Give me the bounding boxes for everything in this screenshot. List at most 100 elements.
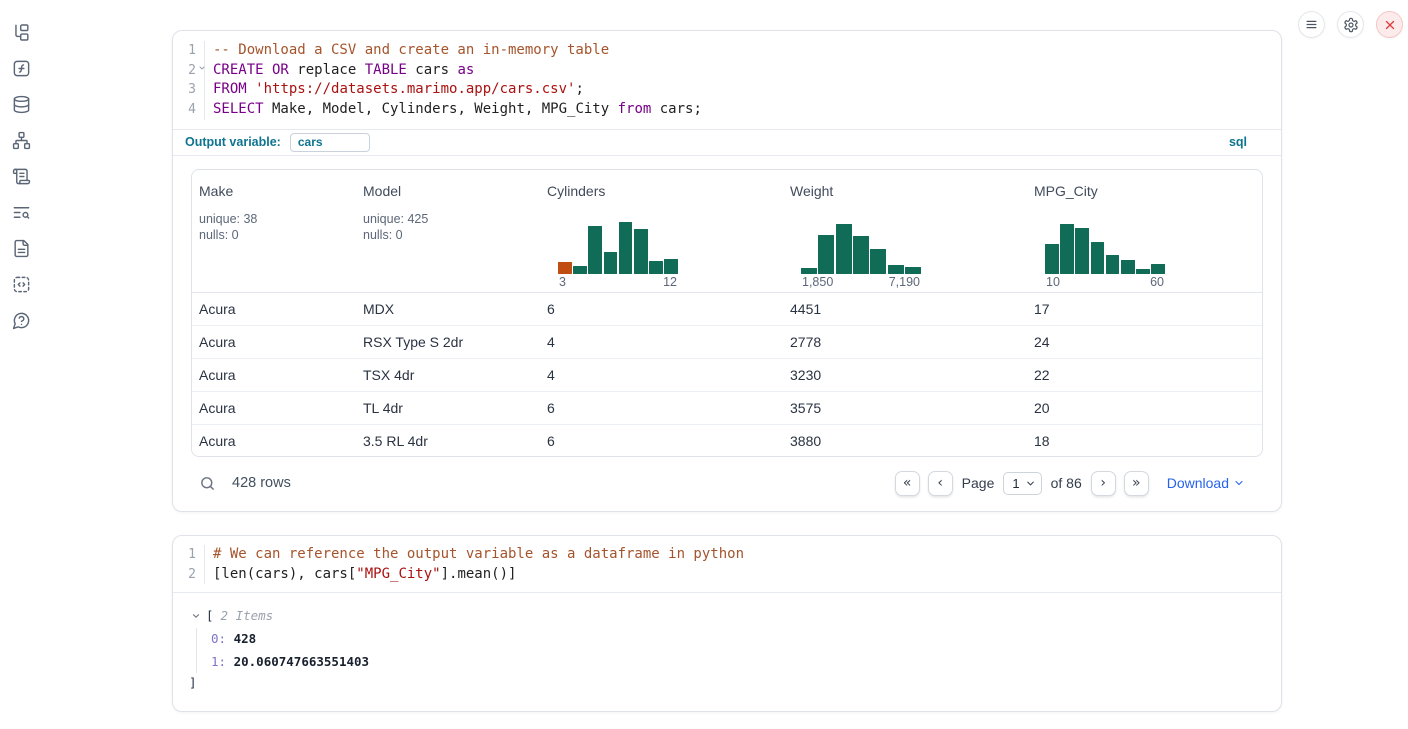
table-cell: Acura [199, 399, 236, 416]
code-line[interactable]: 2 CREATE OR replace TABLE cars as [173, 60, 1281, 81]
first-page-button[interactable]: « [894, 470, 920, 496]
table-cell: 6 [547, 433, 555, 450]
shutdown-button[interactable] [1376, 11, 1403, 38]
datasources-icon[interactable] [11, 94, 31, 114]
code-line[interactable]: 1 -- Download a CSV and create an in-memo… [173, 41, 1281, 61]
table-row: Acura MDX 6 4451 17 [192, 293, 1262, 326]
prev-page-button[interactable]: ‹ [927, 470, 953, 496]
table-cell: 18 [1034, 433, 1050, 450]
table-cell: 6 [547, 399, 555, 416]
column-name: MPG_City [1034, 182, 1098, 199]
histogram-min-label: 1,850 [802, 274, 834, 289]
last-page-button[interactable]: » [1123, 470, 1149, 496]
histogram-bar [1075, 228, 1090, 274]
table-cell: 17 [1034, 300, 1050, 317]
tree-entries: 0: 428 1: 20.060747663551403 [196, 628, 1263, 674]
histogram-bar [1090, 241, 1105, 274]
entry-key: 1: [211, 653, 227, 669]
column-header-weight[interactable]: Weight 1,850 7,190 [783, 170, 1027, 292]
mpg-city-histogram[interactable]: 10 60 [1045, 222, 1165, 292]
histogram-bar [1045, 243, 1059, 274]
code-line[interactable]: 4 SELECT Make, Model, Cylinders, Weight, … [173, 100, 1281, 120]
find-in-logs-icon[interactable] [11, 202, 31, 222]
code-line[interactable]: 1 # We can reference the output variable … [173, 545, 1281, 565]
column-name: Cylinders [547, 182, 606, 199]
close-bracket: ] [189, 675, 197, 691]
column-name: Model [363, 182, 402, 199]
search-icon[interactable] [199, 475, 216, 492]
python-cell: 1 # We can reference the output variable … [172, 535, 1282, 712]
tree-entry: 0: 428 [211, 628, 1263, 651]
code-line-text: [len(cars), cars["MPG_City"].mean()] [213, 565, 517, 582]
histogram-bar [1060, 224, 1074, 274]
code-line[interactable]: 2 [len(cars), cars["MPG_City"].mean()] [173, 564, 1281, 585]
download-button[interactable]: Download [1167, 475, 1245, 491]
table-cell: Acura [199, 300, 236, 317]
snippets-icon[interactable] [11, 274, 31, 294]
weight-histogram[interactable]: 1,850 7,190 [801, 222, 922, 292]
histogram-bar [853, 235, 869, 274]
sql-code-editor[interactable]: 1 -- Download a CSV and create an in-memo… [173, 31, 1281, 129]
table-cell: Acura [199, 433, 236, 450]
cylinders-histogram[interactable]: 3 12 [558, 221, 678, 292]
table-body: Acura MDX 6 4451 17 Acura RSX Type S 2dr 4 2778 2… [192, 293, 1262, 456]
entry-value: 428 [233, 631, 257, 647]
table-cell: TL 4dr [363, 399, 403, 416]
unique-count: unique: 38 [199, 211, 258, 226]
column-header-cylinders[interactable]: Cylinders 3 12 [540, 170, 783, 292]
table-row: Acura RSX Type S 2dr 4 2778 24 [192, 326, 1262, 359]
code-line-text: FROM 'https://datasets.marimo.app/cars.c… [213, 81, 584, 98]
histogram-bar [835, 224, 852, 274]
column-name: Make [199, 182, 234, 199]
fold-chevron-icon[interactable] [198, 64, 206, 72]
column-header-mpg-city[interactable]: MPG_City 10 60 [1027, 170, 1262, 292]
page-select[interactable]: 1 [1003, 471, 1042, 495]
null-count: nulls: 0 [199, 228, 239, 243]
page-total-label: of 86 [1050, 475, 1082, 492]
functions-icon[interactable] [11, 58, 31, 78]
python-output-tree: [ 2 Items 0: 428 1: 20.060747663551403 ] [173, 593, 1281, 692]
collapse-chevron-icon[interactable] [191, 611, 201, 621]
table-row: Acura 3.5 RL 4dr 6 3880 18 [192, 425, 1262, 456]
open-bracket: [ [206, 608, 214, 624]
table-cell: 24 [1034, 333, 1050, 350]
items-count-label: 2 Items [220, 608, 274, 624]
table-cell: 3880 [790, 433, 822, 450]
column-name: Weight [790, 182, 834, 199]
histogram-min-label: 10 [1046, 274, 1060, 289]
logs-icon[interactable] [11, 166, 31, 186]
notebook-actions [1298, 11, 1403, 38]
column-header-model[interactable]: Model unique: 425 nulls: 0 [356, 170, 540, 292]
table-cell: 3.5 RL 4dr [363, 433, 428, 450]
histogram-bar [588, 225, 603, 274]
column-stats: unique: 38 nulls: 0 [199, 211, 356, 244]
file-explorer-icon[interactable] [11, 22, 31, 42]
menu-button[interactable] [1298, 11, 1325, 38]
histogram-bar [818, 234, 835, 274]
line-number: 2 [173, 60, 205, 81]
histogram-max-label: 7,190 [888, 274, 920, 289]
histogram-max-label: 12 [663, 274, 677, 289]
histogram-bar [887, 264, 904, 274]
documentation-icon[interactable] [11, 238, 31, 258]
tree-entry: 1: 20.060747663551403 [211, 651, 1263, 674]
next-page-button[interactable]: › [1090, 470, 1116, 496]
histogram-bar [1105, 254, 1120, 274]
dependency-graph-icon[interactable] [11, 130, 31, 150]
output-variable-input[interactable] [289, 132, 370, 152]
column-header-make[interactable]: Make unique: 38 nulls: 0 [192, 170, 356, 292]
settings-button[interactable] [1337, 11, 1364, 38]
python-code-editor[interactable]: 1 # We can reference the output variable … [173, 536, 1281, 594]
table-cell: Acura [199, 333, 236, 350]
page-label: Page [961, 475, 995, 492]
table-cell: 2778 [790, 333, 822, 350]
language-badge: sql [1228, 135, 1247, 150]
code-line-text: SELECT Make, Model, Cylinders, Weight, M… [213, 101, 702, 118]
line-number: 4 [173, 100, 205, 120]
table-row: Acura TSX 4dr 4 3230 22 [192, 359, 1262, 392]
code-line[interactable]: 3 FROM 'https://datasets.marimo.app/cars.… [173, 80, 1281, 101]
line-number: 3 [173, 80, 205, 101]
help-icon[interactable] [11, 310, 31, 330]
output-variable-label: Output variable: [185, 135, 281, 150]
line-number: 1 [173, 545, 205, 565]
